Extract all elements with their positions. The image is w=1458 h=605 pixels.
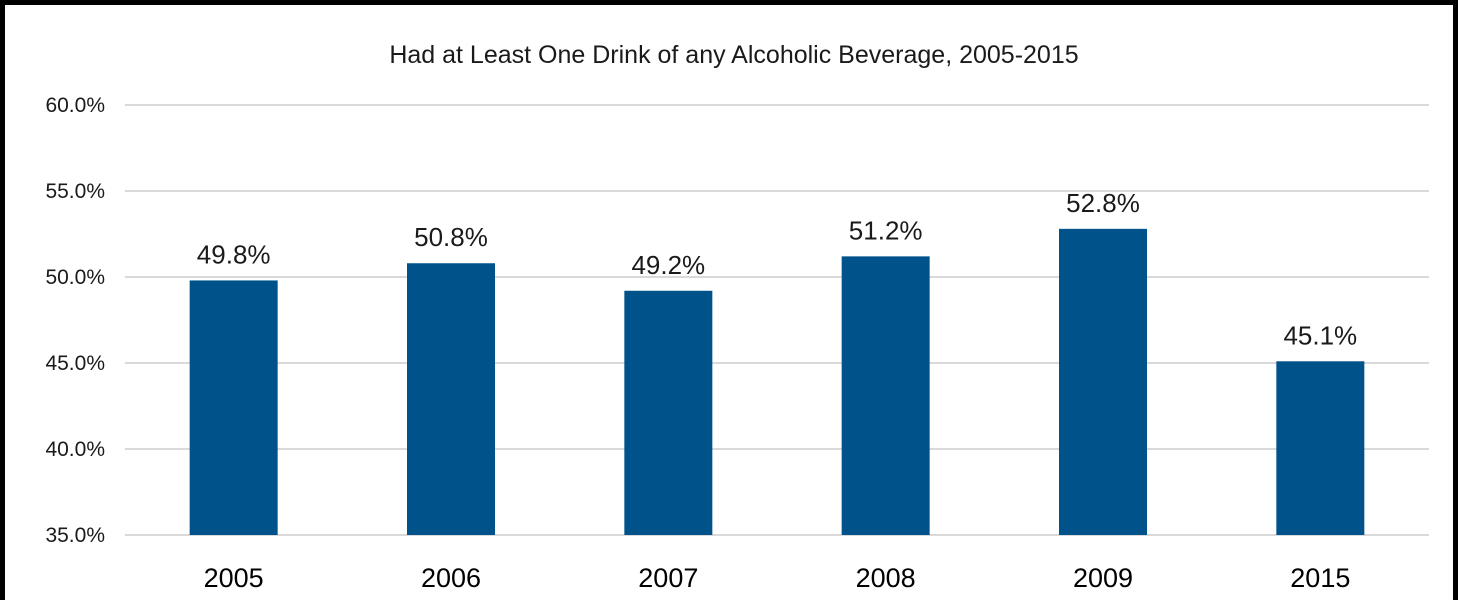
- x-tick-label-2008: 2008: [856, 563, 916, 593]
- data-labels: 49.8% 50.8% 49.2% 51.2% 52.8% 45.1%: [197, 188, 1357, 350]
- data-label-2006: 50.8%: [414, 222, 488, 252]
- bar-chart: Had at Least One Drink of any Alcoholic …: [45, 41, 1429, 593]
- x-tick-label-2007: 2007: [638, 563, 698, 593]
- y-axis-ticks: 35.0% 40.0% 45.0% 50.0% 55.0% 60.0%: [45, 94, 105, 547]
- x-tick-label-2006: 2006: [421, 563, 481, 593]
- bar-2008: [841, 256, 930, 535]
- y-tick-label: 55.0%: [45, 180, 105, 203]
- x-tick-label-2009: 2009: [1073, 563, 1133, 593]
- y-tick-label: 60.0%: [45, 94, 105, 117]
- data-label-2007: 49.2%: [631, 250, 705, 280]
- bar-2006: [407, 263, 495, 535]
- bar-2015: [1276, 361, 1365, 535]
- data-label-2008: 51.2%: [849, 215, 923, 245]
- data-label-2015: 45.1%: [1283, 320, 1357, 350]
- bars: [189, 228, 1365, 535]
- y-tick-label: 40.0%: [45, 438, 105, 461]
- y-tick-label: 35.0%: [45, 524, 105, 547]
- chart-title: Had at Least One Drink of any Alcoholic …: [389, 41, 1078, 69]
- y-tick-label: 45.0%: [45, 352, 105, 375]
- x-tick-label-2015: 2015: [1290, 563, 1350, 593]
- y-tick-label: 50.0%: [45, 266, 105, 289]
- data-label-2009: 52.8%: [1066, 188, 1140, 218]
- bar-2009: [1059, 228, 1147, 535]
- x-tick-label-2005: 2005: [204, 563, 264, 593]
- bar-2007: [624, 290, 713, 535]
- x-axis-ticks: 2005 2006 2007 2008 2009 2015: [204, 563, 1351, 593]
- bar-2005: [189, 280, 278, 535]
- data-label-2005: 49.8%: [197, 239, 271, 269]
- gridlines: [125, 104, 1429, 536]
